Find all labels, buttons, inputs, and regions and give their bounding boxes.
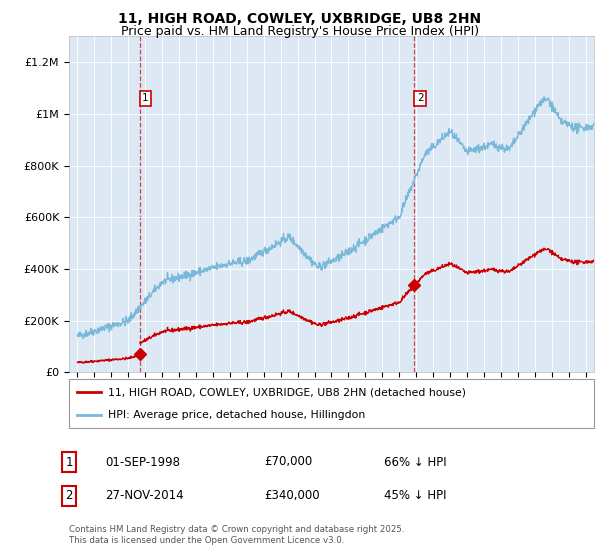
Text: 1: 1 — [65, 455, 73, 469]
Text: 2: 2 — [65, 489, 73, 502]
Text: 11, HIGH ROAD, COWLEY, UXBRIDGE, UB8 2HN: 11, HIGH ROAD, COWLEY, UXBRIDGE, UB8 2HN — [118, 12, 482, 26]
Text: 1: 1 — [142, 94, 149, 104]
Text: 2: 2 — [417, 94, 424, 104]
Text: £70,000: £70,000 — [264, 455, 312, 469]
Text: 45% ↓ HPI: 45% ↓ HPI — [384, 489, 446, 502]
Text: £340,000: £340,000 — [264, 489, 320, 502]
Text: Price paid vs. HM Land Registry's House Price Index (HPI): Price paid vs. HM Land Registry's House … — [121, 25, 479, 38]
Text: 01-SEP-1998: 01-SEP-1998 — [105, 455, 180, 469]
Text: 66% ↓ HPI: 66% ↓ HPI — [384, 455, 446, 469]
Text: Contains HM Land Registry data © Crown copyright and database right 2025.
This d: Contains HM Land Registry data © Crown c… — [69, 525, 404, 545]
Text: 11, HIGH ROAD, COWLEY, UXBRIDGE, UB8 2HN (detached house): 11, HIGH ROAD, COWLEY, UXBRIDGE, UB8 2HN… — [109, 388, 466, 398]
Text: HPI: Average price, detached house, Hillingdon: HPI: Average price, detached house, Hill… — [109, 410, 365, 420]
Text: 27-NOV-2014: 27-NOV-2014 — [105, 489, 184, 502]
